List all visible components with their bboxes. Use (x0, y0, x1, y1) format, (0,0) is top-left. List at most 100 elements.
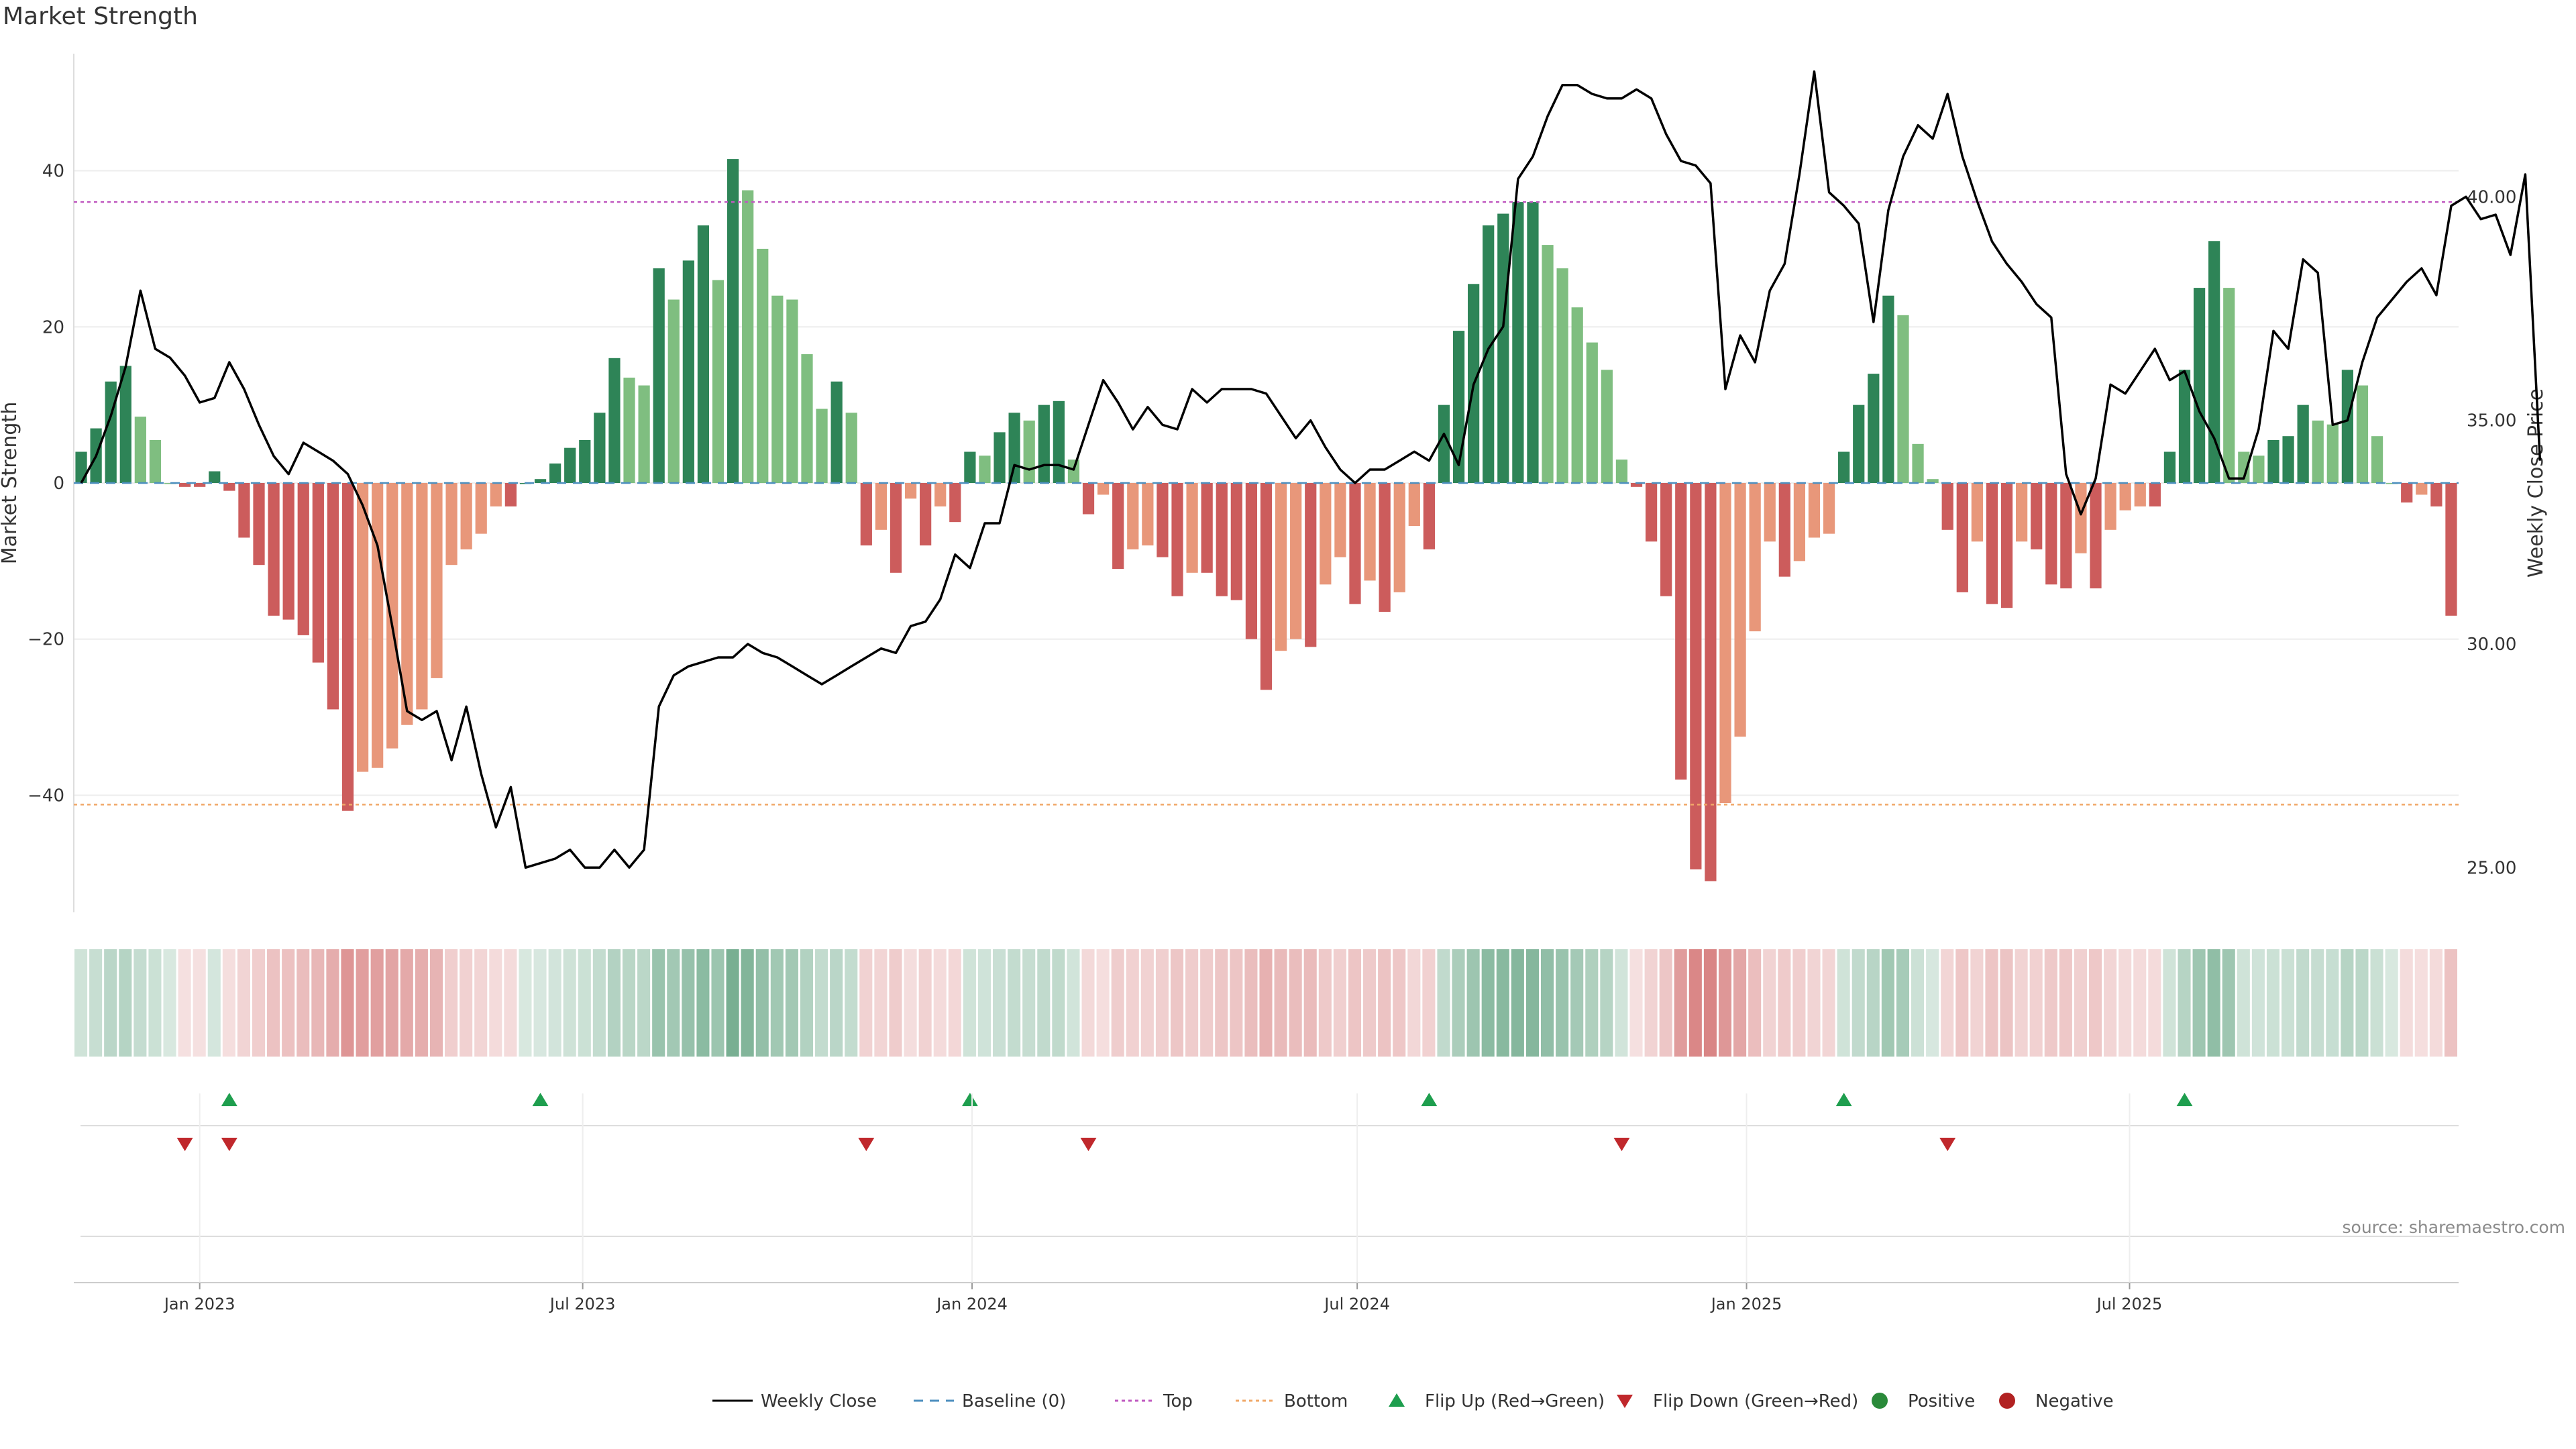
legend-label: Weekly Close (761, 1391, 877, 1411)
heat-strip-cell (889, 949, 902, 1057)
strength-bar (2341, 370, 2354, 483)
heat-strip-cell (311, 949, 325, 1057)
heat-strip-cell (1274, 949, 1287, 1057)
strength-bar (105, 381, 117, 483)
strength-bar (682, 260, 694, 483)
strength-bar (1660, 483, 1672, 596)
strength-bar (623, 377, 635, 483)
heat-strip-cell (2148, 949, 2161, 1057)
strength-bar (1571, 307, 1583, 483)
heat-strip-cell (1289, 949, 1302, 1057)
flip-up-marker (1421, 1093, 1438, 1106)
heat-strip-cell (1126, 949, 1139, 1057)
left-axis-title: Market Strength (0, 402, 21, 564)
heat-strip-cell (2163, 949, 2176, 1057)
strength-bar (75, 451, 87, 483)
strength-bar (653, 268, 665, 483)
heat-strip-cell (1896, 949, 1910, 1057)
heat-strip-cell (2192, 949, 2206, 1057)
heat-strip-cell (2444, 949, 2457, 1057)
heat-strip-cell (1778, 949, 1791, 1057)
strength-bar (1556, 268, 1568, 483)
x-tick-label: Jan 2024 (935, 1295, 1008, 1313)
heat-strip-cell (830, 949, 843, 1057)
strength-bar (2312, 420, 2324, 483)
heat-strip-cell (326, 949, 339, 1057)
heat-strip-cell (445, 949, 458, 1057)
heat-strip-cell (1422, 949, 1436, 1057)
strength-bar (1986, 483, 1998, 604)
strength-bar (2134, 483, 2146, 506)
heat-strip-cell (1837, 949, 1850, 1057)
strength-bar (1586, 342, 1598, 483)
heat-strip-cell (1763, 949, 1776, 1057)
heat-strip-cell (741, 949, 754, 1057)
source-note: source: sharemaestro.com (2342, 1218, 2566, 1237)
legend-swatch (1999, 1393, 2015, 1409)
strength-bar (164, 483, 176, 484)
heat-strip-cell (1556, 949, 1569, 1057)
x-tick-label: Jul 2024 (1323, 1295, 1390, 1313)
strength-bar (845, 413, 857, 483)
strength-bar (1112, 483, 1124, 569)
strength-bar (1853, 405, 1865, 483)
strength-bar (1497, 213, 1509, 483)
strength-bar (416, 483, 428, 710)
heat-strip-cell (429, 949, 443, 1057)
chart-title: Market Strength (3, 3, 198, 30)
strength-bar (579, 440, 591, 483)
strength-bar (1408, 483, 1420, 526)
strength-bar (119, 366, 131, 483)
strength-bar (1512, 202, 1524, 483)
legend-label: Flip Up (Red→Green) (1425, 1391, 1605, 1411)
strength-bar (2031, 483, 2043, 549)
heat-strip-cell (89, 949, 103, 1057)
heat-strip-cell (1437, 949, 1450, 1057)
flip-up-marker (1835, 1093, 1852, 1106)
strength-bar (1320, 483, 1332, 585)
heat-strip-cell (2000, 949, 2013, 1057)
heat-strip-cell (1407, 949, 1421, 1057)
strength-bar (1615, 460, 1628, 483)
legend-item: Flip Down (Green→Red) (1617, 1391, 1858, 1411)
heat-strip-cell (845, 949, 858, 1057)
heat-strip-cell (341, 949, 354, 1057)
strength-bar (1882, 295, 1894, 483)
strength-bar (490, 483, 502, 506)
strength-bar (1690, 483, 1702, 869)
strength-bar (920, 483, 932, 546)
strength-bar (1705, 483, 1717, 881)
strength-bar (1764, 483, 1776, 542)
strength-bar (149, 440, 162, 483)
strength-bar (386, 483, 398, 749)
strength-bar (401, 483, 413, 725)
legend-item: Flip Up (Red→Green) (1389, 1391, 1605, 1411)
heat-strip-cell (2133, 949, 2147, 1057)
strength-bar (2297, 405, 2309, 483)
strength-bar (1749, 483, 1761, 632)
strength-bar (1334, 483, 1346, 557)
strength-bar (2371, 436, 2383, 483)
heat-strip-cell (1851, 949, 1865, 1057)
heat-strip-cell (1540, 949, 1554, 1057)
strength-bar (2282, 436, 2294, 483)
legend-item: Positive (1872, 1391, 1975, 1411)
heat-strip-cell (2414, 949, 2428, 1057)
flip-up-marker (532, 1093, 549, 1106)
heat-strip-cell (370, 949, 384, 1057)
legend-label: Flip Down (Green→Red) (1653, 1391, 1858, 1411)
strength-bar (194, 483, 206, 487)
heat-strip-cell (2341, 949, 2354, 1057)
strength-bar (445, 483, 458, 566)
heat-strip-cell (2118, 949, 2132, 1057)
strength-bar (238, 483, 250, 538)
strength-bar (1379, 483, 1391, 612)
heat-strip-cell (637, 949, 651, 1057)
flip-down-marker (1080, 1138, 1097, 1151)
strength-bar (994, 432, 1006, 483)
right-tick-label: 35.00 (2467, 411, 2516, 431)
heat-strip-cell (1985, 949, 1998, 1057)
strength-bar (1793, 483, 1806, 561)
strength-bar (1393, 483, 1405, 592)
strength-bar (1645, 483, 1658, 542)
